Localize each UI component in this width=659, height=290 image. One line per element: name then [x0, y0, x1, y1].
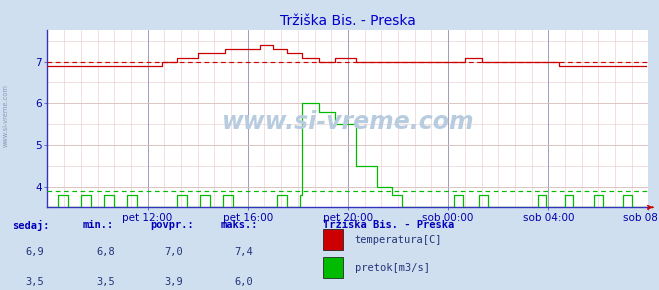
Text: maks.:: maks.: [221, 220, 258, 230]
Text: 7,4: 7,4 [235, 247, 253, 257]
Text: temperatura[C]: temperatura[C] [355, 235, 442, 245]
Text: Tržiška Bis. - Preska: Tržiška Bis. - Preska [323, 220, 454, 230]
Text: 6,8: 6,8 [96, 247, 115, 257]
Text: min.:: min.: [82, 220, 113, 230]
Text: 7,0: 7,0 [164, 247, 183, 257]
Text: www.si-vreme.com: www.si-vreme.com [221, 110, 474, 135]
Text: www.si-vreme.com: www.si-vreme.com [3, 85, 9, 147]
Title: Tržiška Bis. - Preska: Tržiška Bis. - Preska [280, 14, 416, 28]
Text: 3,9: 3,9 [164, 277, 183, 287]
FancyBboxPatch shape [323, 258, 343, 278]
Text: 3,5: 3,5 [96, 277, 115, 287]
Text: 3,5: 3,5 [26, 277, 44, 287]
Text: 6,9: 6,9 [26, 247, 44, 257]
Text: 6,0: 6,0 [235, 277, 253, 287]
Text: povpr.:: povpr.: [150, 220, 194, 230]
Text: sedaj:: sedaj: [12, 220, 49, 231]
Text: pretok[m3/s]: pretok[m3/s] [355, 263, 430, 273]
FancyBboxPatch shape [323, 229, 343, 250]
